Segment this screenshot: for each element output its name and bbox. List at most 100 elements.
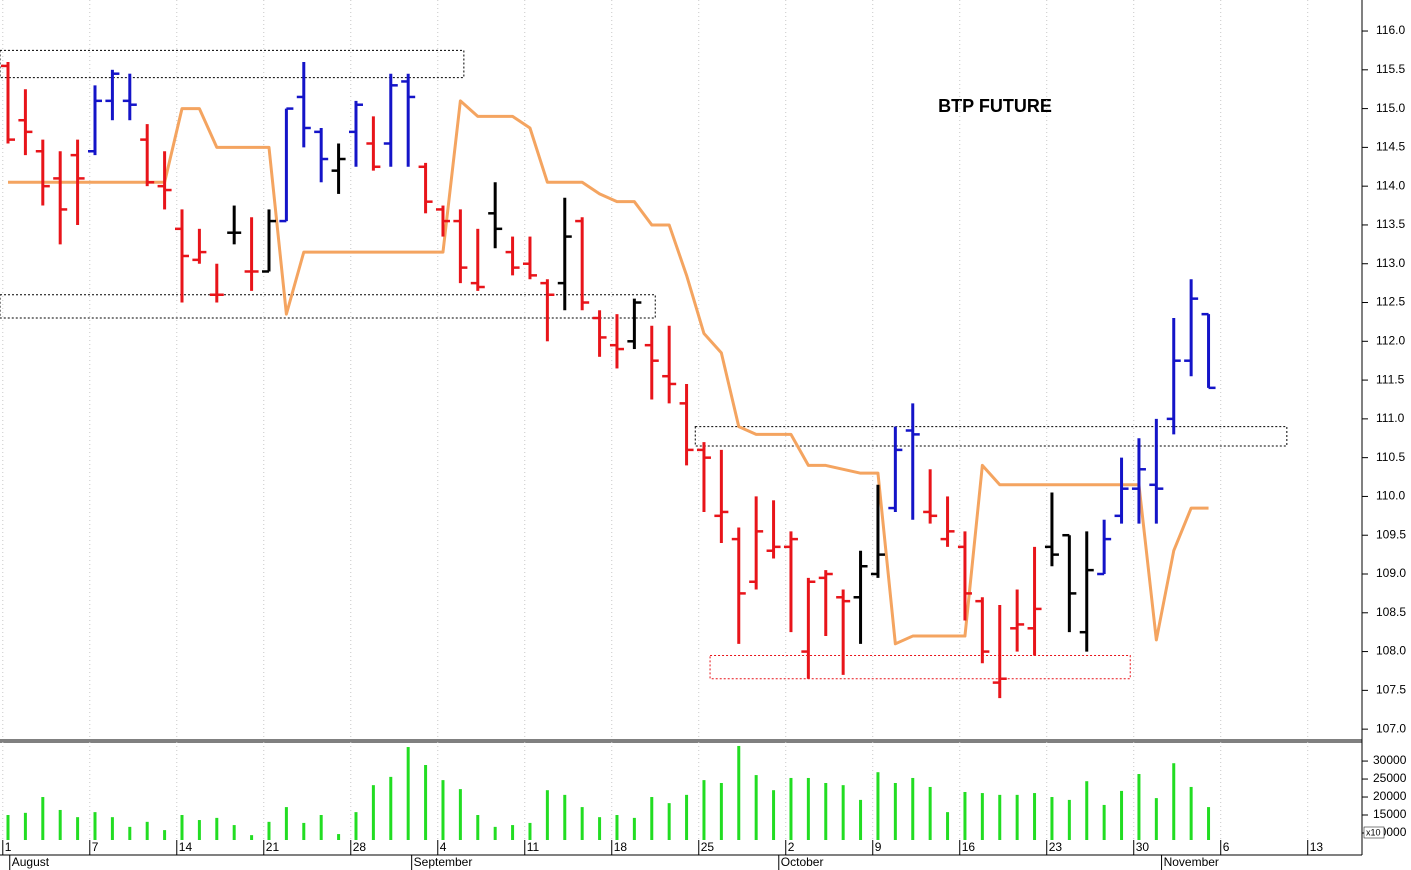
volume-bar xyxy=(76,817,80,840)
volume-multiplier: x10 xyxy=(1366,827,1381,837)
volume-bar xyxy=(215,817,219,840)
volume-bar xyxy=(580,807,584,840)
volume-bar xyxy=(458,789,462,840)
volume-bar xyxy=(163,830,167,840)
multiplier-box xyxy=(1363,826,1385,839)
volume-bar xyxy=(493,826,497,840)
x-tick-label: 2 xyxy=(788,840,795,854)
volume-bar xyxy=(685,794,689,840)
y-tick-label: 112.5 xyxy=(1376,295,1405,309)
y-tick-label: 115.0 xyxy=(1376,101,1405,115)
y-tick-label: 114.5 xyxy=(1376,140,1405,154)
volume-bar xyxy=(754,775,758,840)
y-tick-label: 116.0 xyxy=(1376,23,1405,37)
volume-bar xyxy=(650,797,654,840)
x-tick-label: 18 xyxy=(614,840,628,854)
volume-bar xyxy=(841,785,845,840)
volume-bar xyxy=(876,772,880,840)
x-tick-label: 11 xyxy=(527,840,540,854)
volume-bar xyxy=(911,777,915,840)
y-tick-label: 109.0 xyxy=(1376,566,1406,580)
x-tick-label: 4 xyxy=(440,840,447,854)
x-tick-label: 1 xyxy=(5,840,12,854)
volume-bar xyxy=(93,812,97,840)
volume-bar xyxy=(232,825,236,840)
volume-bar xyxy=(772,790,776,840)
volume-bar xyxy=(354,812,358,840)
month-label: August xyxy=(12,855,50,869)
month-label: October xyxy=(781,855,824,869)
volume-bar xyxy=(702,780,706,840)
y-tick-label: 111.0 xyxy=(1376,411,1405,425)
volume-bar xyxy=(1120,790,1124,840)
volume-tick-label: 25000 xyxy=(1373,771,1407,785)
volume-bar xyxy=(789,777,793,840)
volume-bar xyxy=(128,826,132,840)
indicator-line xyxy=(8,99,1209,646)
volume-bar xyxy=(1137,774,1141,840)
volume-bar xyxy=(337,834,341,840)
volume-bar xyxy=(110,817,114,840)
zone xyxy=(709,654,1131,680)
volume-bar xyxy=(893,782,897,840)
chart-title: BTP FUTURE xyxy=(938,96,1052,116)
volume-bar xyxy=(58,809,62,840)
volume-bar xyxy=(371,785,375,840)
volume-bar xyxy=(963,791,967,840)
volume-bar xyxy=(615,815,619,840)
x-tick-label: 14 xyxy=(179,840,193,854)
volume-bar xyxy=(1085,781,1089,840)
volume-bar xyxy=(267,821,271,840)
volume-bar xyxy=(563,794,567,840)
volume-bar xyxy=(197,820,201,840)
y-tick-label: 108.0 xyxy=(1376,644,1406,658)
volume-bar xyxy=(145,821,149,840)
volume-bar xyxy=(1067,799,1071,840)
y-tick-label: 110.5 xyxy=(1376,450,1405,464)
month-label: September xyxy=(414,855,473,869)
y-tick-label: 115.5 xyxy=(1376,62,1405,76)
x-tick-label: 9 xyxy=(875,840,882,854)
y-tick-label: 107.0 xyxy=(1376,721,1406,735)
volume-bar xyxy=(302,822,306,840)
volume-bar xyxy=(319,815,323,840)
y-tick-label: 112.0 xyxy=(1376,333,1405,347)
volume-bar xyxy=(1172,763,1176,840)
volume-bar xyxy=(946,812,950,840)
volume-bar xyxy=(928,786,932,840)
x-tick-label: 16 xyxy=(962,840,976,854)
y-tick-label: 107.5 xyxy=(1376,683,1406,697)
x-tick-label: 23 xyxy=(1049,840,1063,854)
volume-bar xyxy=(598,817,602,840)
y-tick-label: 108.5 xyxy=(1376,605,1406,619)
volume-tick-label: 15000 xyxy=(1373,807,1407,821)
volume-bar xyxy=(441,780,445,840)
y-tick-label: 113.0 xyxy=(1376,256,1405,270)
y-tick-label: 111.5 xyxy=(1376,372,1405,386)
volume-bar xyxy=(250,835,254,840)
volume-bar xyxy=(406,747,410,840)
volume-bar xyxy=(545,790,549,840)
y-tick-label: 113.5 xyxy=(1376,217,1405,231)
volume-bar xyxy=(389,776,393,840)
x-tick-label: 28 xyxy=(353,840,367,854)
x-tick-label: 25 xyxy=(701,840,715,854)
volume-bar xyxy=(1102,804,1106,840)
y-tick-label: 109.5 xyxy=(1376,527,1406,541)
volume-bar xyxy=(476,815,480,840)
volume-bar xyxy=(284,807,288,840)
volume-tick-label: 20000 xyxy=(1373,789,1407,803)
volume-bar xyxy=(998,794,1002,840)
y-tick-label: 114.0 xyxy=(1376,178,1405,192)
volume-bar xyxy=(511,825,515,840)
volume-bar xyxy=(1207,807,1211,840)
volume-bar xyxy=(859,799,863,840)
zone xyxy=(0,49,465,79)
month-label: November xyxy=(1164,855,1219,869)
volume-tick-label: 30000 xyxy=(1373,753,1407,767)
volume-bar xyxy=(980,793,984,840)
volume-bar xyxy=(1015,794,1019,840)
volume-bar xyxy=(667,803,671,840)
volume-bar xyxy=(6,815,10,840)
